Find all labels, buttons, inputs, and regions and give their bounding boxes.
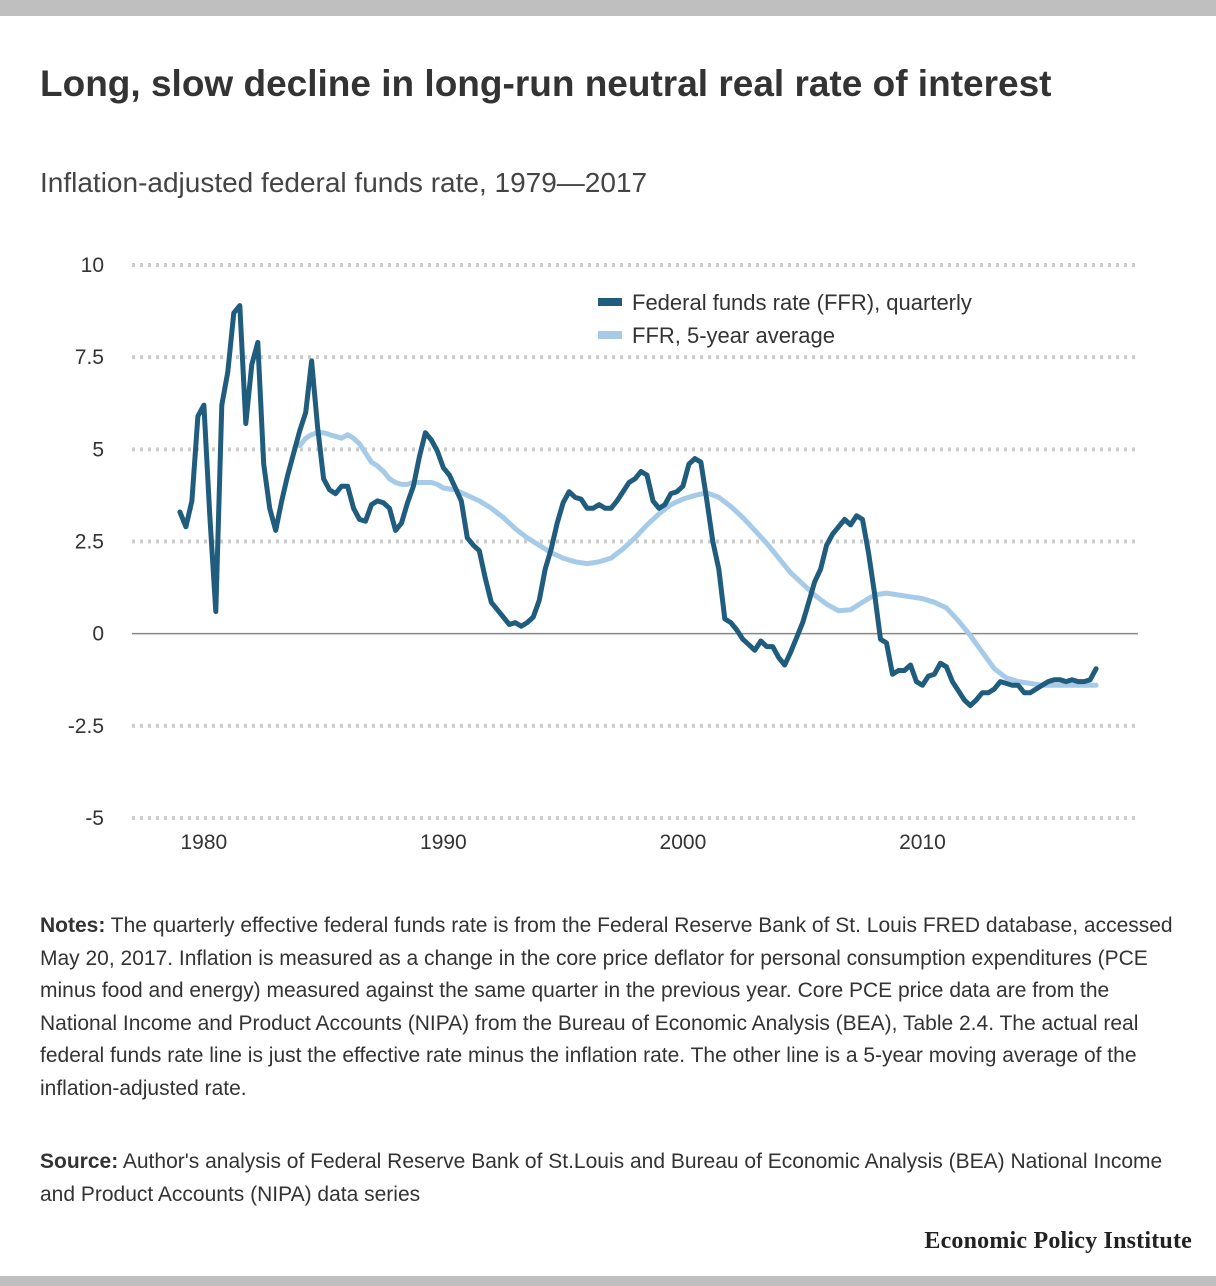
line-chart: 10 7.5 5 2.5 0 -2.5 -5 1980 1990 2000 2010 Federa…: [68, 254, 1138, 854]
chart-subtitle: Inflation-adjusted federal funds rate, 1…: [40, 167, 648, 198]
legend: Federal funds rate (FFR), quarterly FFR, …: [598, 290, 972, 348]
series-line-ffr-quarterly: [177, 303, 1099, 709]
notes-label: Notes:: [40, 914, 106, 937]
y-tick-label: -2.5: [68, 715, 104, 738]
notes-paragraph: Notes: The quarterly effective federal f…: [40, 910, 1180, 1105]
x-tick-label: 1980: [180, 831, 227, 854]
x-axis-tick-labels: 1980 1990 2000 2010: [180, 831, 945, 854]
series-line-ffr-5yr-average: [297, 430, 1099, 688]
legend-swatch: [598, 331, 622, 339]
y-axis-tick-labels: 10 7.5 5 2.5 0 -2.5 -5: [68, 254, 104, 830]
source-paragraph: Source: Author's analysis of Federal Res…: [40, 1146, 1180, 1211]
y-tick-label: 5: [92, 438, 104, 461]
brand-logo-text: Economic Policy Institute: [924, 1228, 1192, 1254]
top-border-bar: [0, 0, 1216, 16]
bottom-border-bar: [0, 1276, 1216, 1286]
y-tick-label: -5: [85, 807, 104, 830]
notes-text: The quarterly effective federal funds ra…: [40, 914, 1173, 1100]
x-tick-label: 2010: [899, 831, 946, 854]
source-label: Source:: [40, 1150, 119, 1173]
series-lines: [177, 303, 1099, 709]
source-text: Author's analysis of Federal Reserve Ban…: [40, 1150, 1163, 1206]
y-tick-label: 7.5: [75, 346, 104, 369]
x-tick-label: 2000: [660, 831, 707, 854]
legend-swatch: [598, 298, 622, 306]
y-tick-label: 10: [81, 254, 104, 277]
x-tick-label: 1990: [420, 831, 467, 854]
y-tick-label: 0: [92, 623, 104, 646]
y-tick-label: 2.5: [75, 531, 104, 554]
legend-label: Federal funds rate (FFR), quarterly: [632, 290, 972, 315]
chart-title: Long, slow decline in long-run neutral r…: [40, 63, 1052, 104]
legend-label: FFR, 5-year average: [632, 323, 835, 348]
